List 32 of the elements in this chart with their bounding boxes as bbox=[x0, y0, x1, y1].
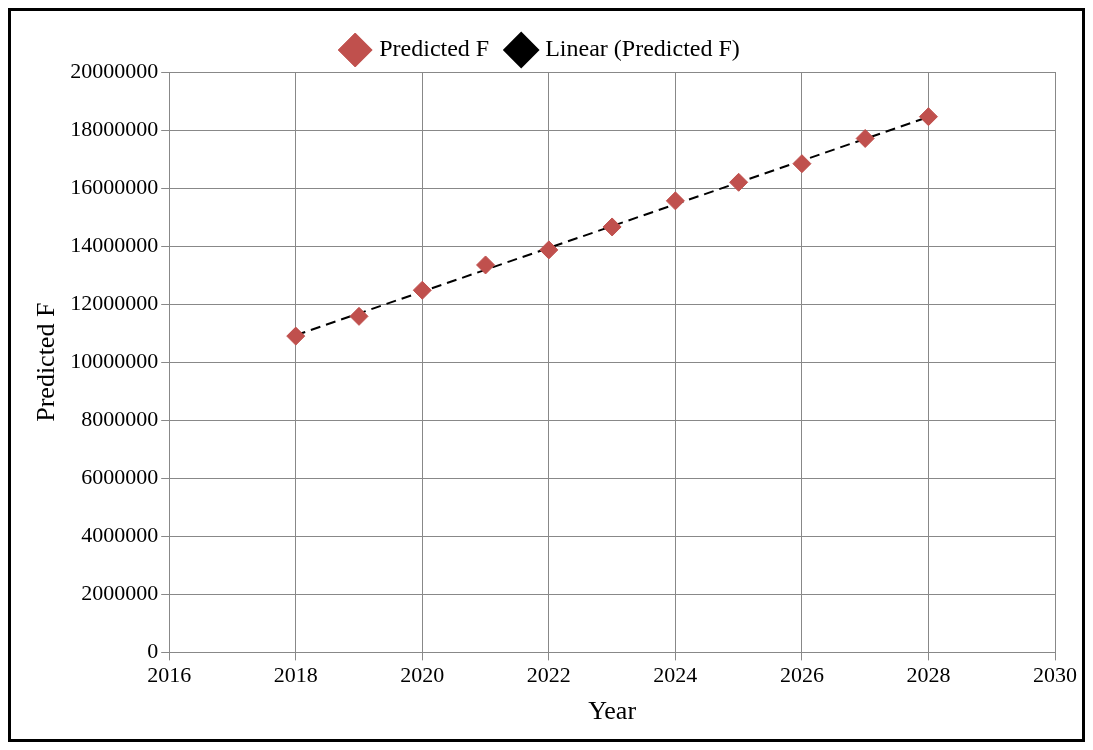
point bbox=[729, 172, 749, 192]
x-tick-label: 2026 bbox=[779, 662, 824, 688]
x-tick-label: 2020 bbox=[400, 662, 445, 688]
y-tick-label: 4000000 bbox=[81, 522, 159, 548]
x-tick-label: 2024 bbox=[653, 662, 698, 688]
point bbox=[412, 280, 432, 300]
point bbox=[602, 217, 622, 237]
y-tick-label: 6000000 bbox=[81, 464, 159, 490]
x-tick-label: 2030 bbox=[1033, 662, 1077, 688]
point bbox=[476, 255, 496, 275]
y-axis-title: Predicted F bbox=[31, 302, 61, 422]
legend-label: Linear (Predicted F) bbox=[545, 35, 740, 62]
y-tick-label: 8000000 bbox=[81, 406, 159, 432]
y-tick-label: 0 bbox=[147, 638, 159, 664]
point bbox=[349, 306, 369, 326]
point bbox=[792, 154, 812, 174]
y-tick-label: 14000000 bbox=[70, 231, 159, 257]
y-tick-label: 18000000 bbox=[70, 115, 159, 141]
point bbox=[665, 191, 685, 211]
point bbox=[539, 240, 559, 260]
point bbox=[855, 128, 875, 148]
x-tick-label: 2022 bbox=[526, 662, 571, 688]
x-tick-label: 2018 bbox=[273, 662, 318, 688]
x-axis-title: Year bbox=[588, 696, 637, 726]
x-tick-label: 2016 bbox=[147, 662, 192, 688]
y-tick-label: 2000000 bbox=[81, 580, 159, 606]
legend-label: Predicted F bbox=[379, 35, 490, 62]
y-tick-label: 12000000 bbox=[70, 289, 159, 315]
y-tick-label: 16000000 bbox=[70, 173, 159, 199]
y-tick-label: 10000000 bbox=[70, 347, 159, 373]
x-tick-label: 2028 bbox=[906, 662, 951, 688]
y-tick-label: 20000000 bbox=[70, 57, 159, 83]
